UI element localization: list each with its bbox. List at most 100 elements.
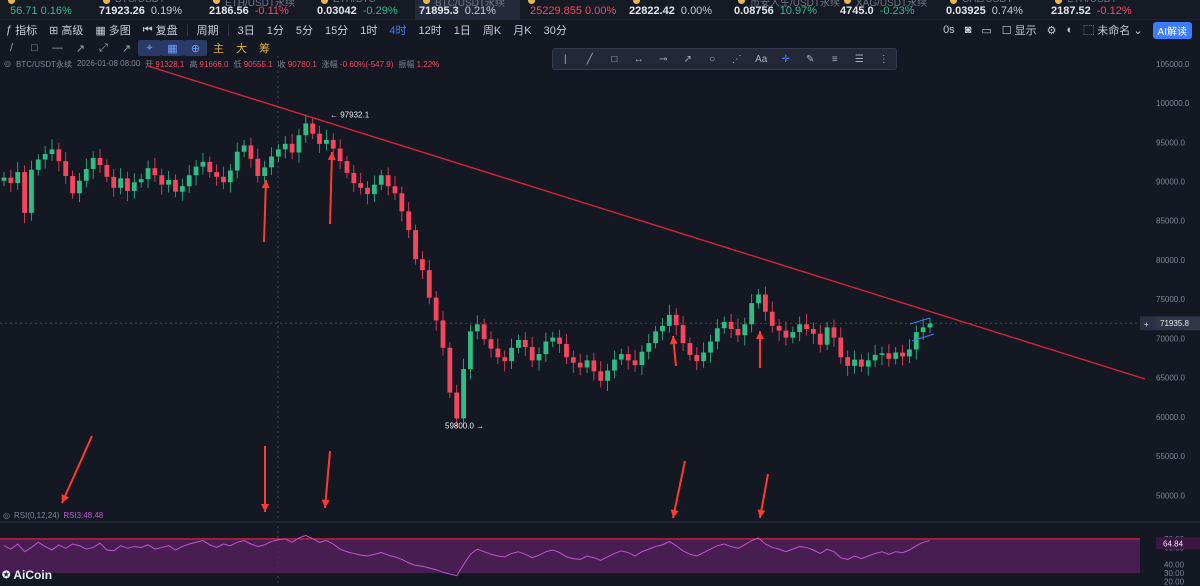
candle-body (447, 347, 453, 393)
interval-button[interactable]: 1分 (266, 25, 284, 37)
candle-body (817, 333, 823, 345)
interval-button[interactable]: 周K (482, 25, 502, 37)
ticker-item[interactable]: 币安人生/USDT永续 0.08756 10.97% (730, 0, 840, 20)
candle-body (97, 157, 103, 166)
candle-body (227, 170, 233, 183)
draw-tool-button[interactable]: / (9, 42, 14, 54)
ticker-item[interactable]: ETH/USDT2187.52 -0.12% (1047, 0, 1200, 20)
camera-icon[interactable]: ◙ (964, 24, 972, 36)
info-amplitude: 振幅 1.22% (398, 59, 439, 70)
float-tool-button[interactable]: ✛ (781, 53, 790, 65)
candle-body (262, 167, 268, 177)
ticker-item[interactable]: CHZ/USDT0.03925 0.74% (942, 0, 1047, 20)
float-tool-button[interactable]: ⋰ (731, 53, 742, 65)
indicators-button[interactable]: ƒ 指标 (0, 20, 43, 40)
candle-body (852, 359, 857, 366)
interval-button[interactable]: 15分 (325, 25, 349, 37)
ticker-item[interactable]: ETH/BTC0.03042 -0.29% (313, 0, 415, 20)
layout-icon[interactable]: ▭ (981, 24, 992, 37)
settings-icon[interactable]: ⚙ (1046, 24, 1057, 37)
candle-body (433, 297, 439, 321)
multi-chart-button[interactable]: ▦ 多图 (89, 20, 136, 40)
period-button[interactable]: 周期 (191, 20, 225, 40)
candle-body (15, 172, 21, 184)
draw-tool-button[interactable]: 大 (236, 43, 247, 55)
ticker-item[interactable]: 25229.855 0.00% (520, 0, 625, 20)
candle-body (687, 343, 693, 355)
candle-body (612, 359, 617, 371)
candle-body (365, 187, 370, 195)
ticker-name: ETH/USDT (1067, 0, 1117, 5)
float-tool-button[interactable]: ⊸ (659, 53, 668, 65)
candle-body (35, 159, 41, 170)
float-tool-button[interactable]: ☰ (854, 53, 864, 65)
candle-body (577, 362, 583, 368)
draw-tool-button[interactable]: ↗ (75, 42, 86, 55)
indicators-label: 指标 (15, 25, 38, 37)
price-chart[interactable]: 105000.0 100000.0 95000.0 90000.0 85000.0 800… (0, 56, 1200, 586)
interval-button[interactable]: 4时 (389, 25, 407, 37)
coin-icon (1055, 0, 1062, 4)
interval-button[interactable]: 12时 (418, 25, 442, 37)
ticker-name: BTC/USDT永续 (435, 0, 505, 9)
float-tool-button[interactable]: | (563, 53, 567, 65)
channel-upper (909, 317, 931, 325)
interval-button[interactable]: 1日 (453, 25, 471, 37)
candle-body (159, 175, 165, 185)
float-tool-button[interactable]: ○ (709, 53, 716, 65)
layout-name-button[interactable]: ⬚ 未命名 ⌄ (1083, 25, 1143, 37)
draw-tool-button[interactable]: ⌖ (138, 40, 161, 56)
draw-tool-button[interactable]: ⊕ (184, 40, 207, 56)
candle-body (289, 143, 295, 153)
ticker-item[interactable]: 56.71 0.16% (0, 0, 95, 20)
replay-button[interactable]: ⏮ 复盘 (137, 20, 184, 40)
ticker-name: CHZ/USDT (962, 0, 1013, 5)
interval-button[interactable]: 30分 (543, 25, 567, 37)
display-button[interactable]: ☐ 显示 (1001, 25, 1037, 37)
interval-button[interactable]: 月K (513, 25, 532, 37)
ticker-item[interactable]: XAG/USDT永续 4745.0 -0.23% (836, 0, 942, 20)
float-tool-button[interactable]: Aa (755, 53, 768, 65)
interval-button[interactable]: 3日 (237, 25, 255, 37)
candle-body (673, 314, 679, 326)
ticker-item[interactable]: ETH/USDT永续 2186.56 -0.11% (205, 0, 313, 20)
rsi-label: RSI(0,12,24) (13, 511, 60, 520)
ticker-price: 4745.0 (840, 5, 874, 17)
float-tool-button[interactable]: ✎ (806, 53, 815, 65)
ticker-item[interactable]: BTC/USDT永续 71895.3 0.21% (415, 0, 520, 20)
float-tool-button[interactable]: ⋮ (878, 53, 889, 65)
draw-tool-button[interactable]: ↗ (121, 42, 132, 55)
interval-button[interactable]: 5分 (295, 25, 314, 37)
candle-body (557, 337, 563, 344)
indicator-icon: ƒ (6, 24, 13, 36)
advanced-button[interactable]: ⊞ 高级 (43, 20, 89, 40)
interval-button[interactable]: 1时 (360, 25, 378, 37)
float-tool-button[interactable]: □ (611, 53, 618, 65)
candle-body (790, 332, 796, 338)
theme-icon[interactable]: ◐ (1066, 24, 1074, 36)
float-tool-button[interactable]: ↔ (633, 53, 644, 65)
info-amp-label: 振幅 (398, 60, 415, 69)
ticker-change: 0.21% (464, 5, 496, 17)
draw-tool-button[interactable]: ▦ (161, 40, 184, 56)
price-axis-label: 100000.0 (1156, 99, 1190, 108)
draw-tool-button[interactable]: ⤢ (99, 41, 108, 54)
ticker-item[interactable]: 22822.42 0.00% (625, 0, 730, 20)
rsi-tag-label: 64.84 (1163, 539, 1184, 548)
candle-body (344, 161, 350, 173)
candle-body (310, 123, 316, 134)
candle-body (179, 186, 185, 192)
draw-tool-button[interactable]: — (52, 42, 63, 54)
draw-tool-button[interactable]: 筹 (259, 43, 270, 55)
ticker-item[interactable]: BTC/USDT71923.26 0.19% (95, 0, 205, 20)
float-tool-button[interactable]: ╱ (586, 53, 593, 65)
candle-body (927, 323, 933, 328)
float-tool-button[interactable]: ≡ (831, 53, 838, 65)
draw-tool-button[interactable]: □ (31, 42, 38, 54)
float-tool-button[interactable]: ↗ (683, 53, 692, 65)
ai-interpret-button[interactable]: AI解读 (1152, 21, 1192, 39)
draw-tool-button[interactable]: 主 (213, 43, 224, 55)
info-high: 高 91666.0 (189, 59, 228, 70)
candle-body (646, 343, 652, 352)
